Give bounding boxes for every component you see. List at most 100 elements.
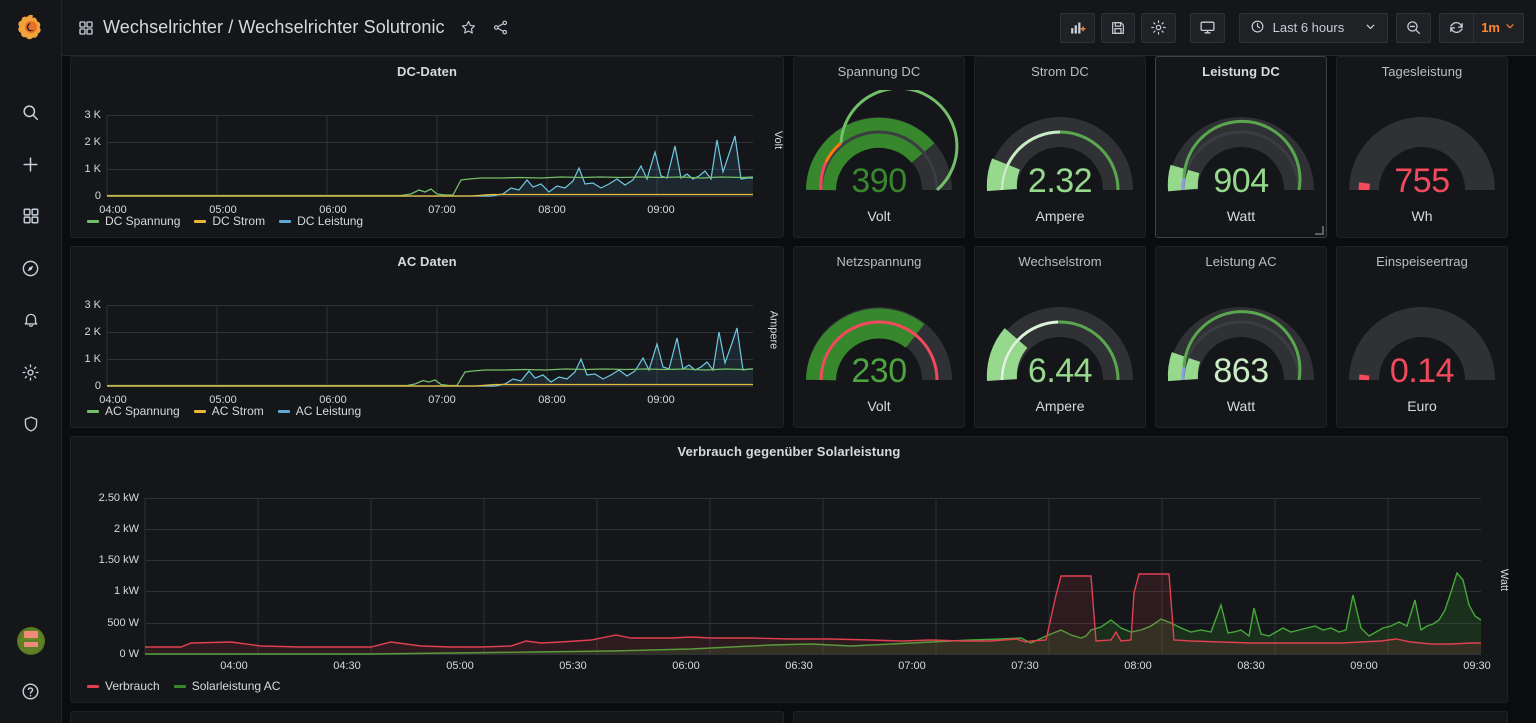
grafana-logo[interactable]: [0, 0, 62, 56]
x-tick: 04:30: [333, 660, 361, 672]
legend-swatch: [194, 219, 207, 223]
panel-next-row-right[interactable]: [793, 711, 1508, 723]
panel-leistung-dc[interactable]: Leistung DC 904 Watt: [1155, 56, 1327, 238]
legend-item[interactable]: DC Leistung: [279, 214, 363, 228]
sidebar: [0, 0, 62, 723]
graph-dc-daten[interactable]: 3 K 2 K 1 K 0: [71, 80, 783, 232]
gauge-arc: [1167, 307, 1314, 382]
gauge-unit: Ampere: [1035, 398, 1085, 414]
sidebar-item-explore[interactable]: [13, 252, 49, 284]
panel-ac-daten[interactable]: AC Daten 3 K 2 K 1 K 0: [70, 246, 784, 428]
gauge-wechselstrom[interactable]: 6.44 Ampere: [975, 280, 1145, 414]
x-tick: 06:00: [319, 394, 347, 406]
sidebar-item-create[interactable]: [13, 148, 49, 180]
x-tick: 06:30: [785, 660, 813, 672]
panel-tagesleistung[interactable]: Tagesleistung 755 Wh: [1336, 56, 1508, 238]
x-tick: 08:00: [1124, 660, 1152, 672]
x-tick: 07:00: [428, 394, 456, 406]
gauge-einspeiseertrag[interactable]: 0.14 Euro: [1337, 280, 1507, 414]
toolbar-actions: Last 6 hours: [1059, 12, 1524, 43]
legend: DC Spannung DC Strom DC Leistung: [87, 214, 363, 228]
dashboard-grid: DC-Daten 3 K 2 K 1 K 0: [62, 56, 1536, 723]
y-tick: 3 K: [84, 299, 101, 311]
legend-label: AC Spannung: [105, 404, 180, 418]
panel-strom-dc[interactable]: Strom DC 2.32 Ampere: [974, 56, 1146, 238]
time-range-label: Last 6 hours: [1272, 20, 1345, 35]
y-tick: 2.50 kW: [98, 492, 139, 504]
legend-item[interactable]: AC Spannung: [87, 404, 180, 418]
save-dashboard-button[interactable]: [1100, 12, 1135, 43]
y-tick: 1.50 kW: [98, 554, 139, 566]
panel-leistung-ac[interactable]: Leistung AC 863 Watt: [1155, 246, 1327, 428]
legend-swatch: [87, 684, 99, 688]
panel-next-row-left[interactable]: [70, 711, 784, 723]
avatar[interactable]: [16, 627, 45, 655]
y-axis-label: Watt: [1497, 568, 1510, 592]
panel-netzspannung[interactable]: Netzspannung 230 Volt: [793, 246, 965, 428]
legend-label: DC Leistung: [297, 214, 364, 228]
clock-icon: [1250, 19, 1265, 37]
legend-item[interactable]: DC Spannung: [87, 214, 180, 228]
panel-title: Netzspannung: [836, 254, 922, 269]
y-tick: 2 kW: [113, 523, 139, 535]
kiosk-mode-button[interactable]: [1189, 12, 1225, 43]
sidebar-item-help[interactable]: [13, 675, 49, 707]
sidebar-item-configuration[interactable]: [13, 356, 49, 388]
panel-title: Wechselstrom: [1018, 254, 1102, 269]
legend-label: AC Leistung: [295, 404, 362, 418]
panel-spannung-dc[interactable]: Spannung DC 390 Volt: [793, 56, 965, 238]
legend-item[interactable]: DC Strom: [194, 214, 265, 228]
y-tick: 0: [94, 380, 101, 392]
panel-einspeiseertrag[interactable]: Einspeiseertrag 0.14 Euro: [1336, 246, 1508, 428]
graph-verbrauch[interactable]: 2.50 kW 2 kW 1.50 kW 1 kW 500 W 0 W: [71, 460, 1510, 690]
refresh-button[interactable]: [1439, 12, 1474, 43]
panel-resize-handle[interactable]: [1315, 226, 1324, 235]
gauge-value: 755: [1394, 162, 1450, 200]
add-panel-button[interactable]: [1059, 12, 1095, 43]
graph-ac-daten[interactable]: 3 K 2 K 1 K 0: [71, 270, 783, 422]
gauge-arc: [1167, 117, 1314, 192]
zoom-out-button[interactable]: [1396, 12, 1432, 43]
y-tick: 3 K: [84, 109, 101, 121]
gauge-leistung-dc[interactable]: 904 Watt: [1156, 90, 1326, 224]
legend: Verbrauch Solarleistung AC: [87, 679, 280, 693]
legend-item[interactable]: Solarleistung AC: [173, 679, 280, 693]
sidebar-item-search[interactable]: [13, 96, 49, 128]
gauge-netzspannung[interactable]: 230 Volt: [794, 280, 964, 414]
gauge-value: 2.32: [1027, 162, 1093, 200]
gauge-unit: Ampere: [1035, 208, 1085, 224]
star-icon[interactable]: [460, 19, 477, 36]
x-tick: 05:30: [559, 660, 587, 672]
gauge-strom-dc[interactable]: 2.32 Ampere: [975, 90, 1145, 224]
gauge-tagesleistung[interactable]: 755 Wh: [1337, 90, 1507, 224]
x-tick: 04:00: [99, 394, 127, 406]
graph-canvas: [106, 305, 754, 387]
dashboard-settings-button[interactable]: [1140, 12, 1176, 43]
panel-title: Einspeiseertrag: [1376, 254, 1468, 269]
refresh-interval-button[interactable]: 1m: [1473, 12, 1524, 43]
chevron-down-icon: [1504, 20, 1516, 35]
legend-item[interactable]: AC Leistung: [277, 404, 362, 418]
sidebar-item-server-admin[interactable]: [13, 408, 49, 440]
legend-item[interactable]: Verbrauch: [87, 679, 160, 693]
x-tick: 09:30: [1463, 660, 1491, 672]
legend-item[interactable]: AC Strom: [193, 404, 264, 418]
panel-wechselstrom[interactable]: Wechselstrom 6.44 Ampere: [974, 246, 1146, 428]
x-tick: 08:00: [538, 204, 566, 216]
x-tick: 04:00: [99, 204, 127, 216]
refresh-picker: 1m: [1439, 12, 1524, 43]
gauge-unit: Volt: [867, 208, 891, 224]
gauge-spannung-dc[interactable]: 390 Volt: [794, 90, 964, 224]
panel-dc-daten[interactable]: DC-Daten 3 K 2 K 1 K 0: [70, 56, 784, 238]
share-icon[interactable]: [492, 19, 509, 36]
sidebar-item-dashboards[interactable]: [13, 200, 49, 232]
gauge-leistung-ac[interactable]: 863 Watt: [1156, 280, 1326, 414]
panel-title: Tagesleistung: [1381, 64, 1463, 79]
x-tick: 05:00: [446, 660, 474, 672]
page-title[interactable]: Wechselrichter / Wechselrichter Solutron…: [103, 17, 445, 37]
x-tick: 07:30: [1011, 660, 1039, 672]
breadcrumb: Wechselrichter / Wechselrichter Solutron…: [78, 17, 509, 38]
sidebar-item-alerting[interactable]: [13, 304, 49, 336]
time-range-picker[interactable]: Last 6 hours: [1238, 12, 1389, 43]
panel-verbrauch-solarleistung[interactable]: Verbrauch gegenüber Solarleistung 2.50 k…: [70, 436, 1510, 703]
